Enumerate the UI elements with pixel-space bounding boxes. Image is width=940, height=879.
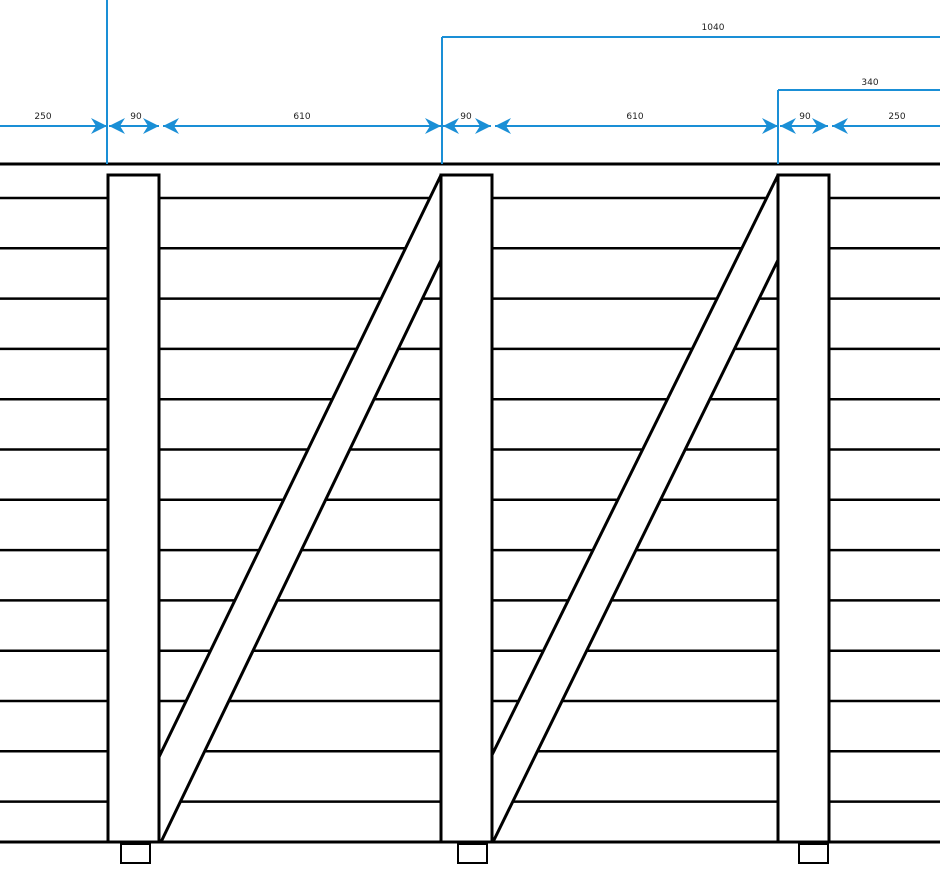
dim-label-overall-340: 340 [861,78,878,88]
arrowhead-icon [495,118,511,134]
brace-fill [491,175,778,842]
brace-edge [159,259,443,843]
dim-label-overall-1040: 1040 [702,23,725,33]
post-foot [798,843,829,864]
dim-label-90-1: 90 [130,112,142,122]
posts [106,173,831,864]
brace-edge [491,259,780,843]
post-foot [457,843,488,864]
arrowhead-icon [143,118,159,134]
arrowhead-icon [762,118,778,134]
arrowhead-icon [425,118,441,134]
dim-label-250-left: 250 [34,112,51,122]
arrowhead-icon [163,118,179,134]
arrowhead-icon [780,118,796,134]
dim-label-90-2: 90 [460,112,472,122]
post [439,173,494,844]
arrowhead-icon [832,118,848,134]
arrowhead-icon [109,118,125,134]
dimension-lines [0,0,940,164]
dim-label-90-3: 90 [799,112,811,122]
post [776,173,831,844]
dim-label-610-1: 610 [293,112,310,122]
dim-label-250-right: 250 [888,112,905,122]
brace-edge [157,174,443,758]
arrowhead-icon [475,118,491,134]
post-foot [120,843,151,864]
brace-edge [489,174,780,758]
arrowhead-icon [91,118,107,134]
dim-label-610-2: 610 [626,112,643,122]
arrowhead-icon [443,118,459,134]
post [106,173,161,844]
brace-fill [159,175,441,842]
arrowhead-icon [812,118,828,134]
diagonal-braces [157,174,780,843]
